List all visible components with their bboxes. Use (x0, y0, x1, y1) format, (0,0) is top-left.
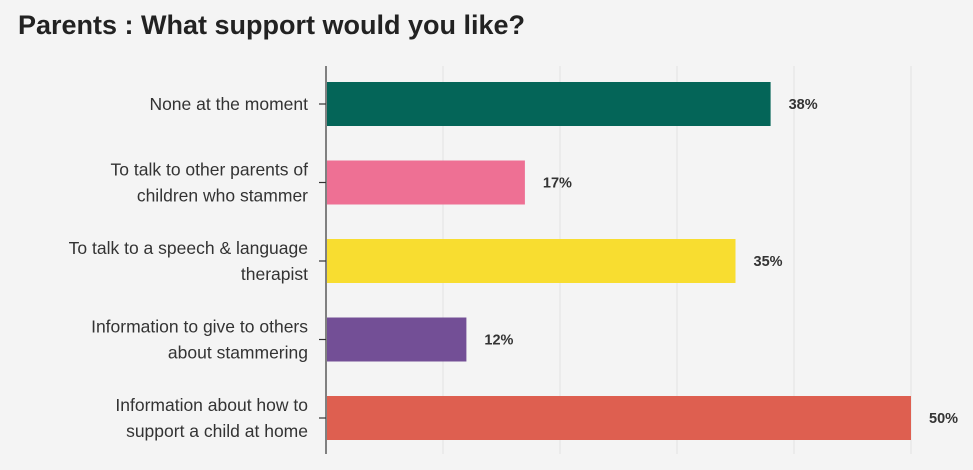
category-label-line: To talk to other parents of (111, 160, 309, 180)
category-label-line: Information to give to others (91, 317, 308, 337)
value-label: 38% (789, 97, 818, 113)
bar (327, 160, 525, 205)
y-axis (319, 66, 327, 454)
bar (327, 82, 771, 126)
category-label-line: Information about how to (115, 395, 308, 415)
category-label-line: about stammering (168, 343, 308, 363)
category-label-line: None at the moment (149, 94, 308, 114)
value-label: 35% (754, 254, 783, 270)
category-label: To talk to a speech & language therapist (69, 238, 308, 284)
value-labels: 38% 17% 35% 12% 50% (484, 97, 958, 427)
chart-title: Parents : What support would you like? (18, 10, 526, 40)
value-label: 12% (484, 333, 513, 349)
category-label: To talk to other parents of children who … (111, 160, 309, 206)
category-label-line: support a child at home (126, 421, 308, 441)
category-label-line: children who stammer (137, 186, 308, 206)
category-labels: None at the moment To talk to other paren… (69, 94, 309, 441)
bar (327, 239, 736, 283)
category-label: Information to give to others about stamm… (91, 317, 308, 363)
bars (327, 82, 911, 440)
value-label: 50% (929, 411, 958, 427)
category-label-line: To talk to a speech & language (69, 238, 308, 258)
bar (327, 317, 467, 362)
bar (327, 396, 911, 440)
category-label: Information about how to support a child … (115, 395, 308, 441)
value-label: 17% (543, 176, 572, 192)
category-label-line: therapist (241, 264, 308, 284)
category-label: None at the moment (149, 94, 308, 114)
